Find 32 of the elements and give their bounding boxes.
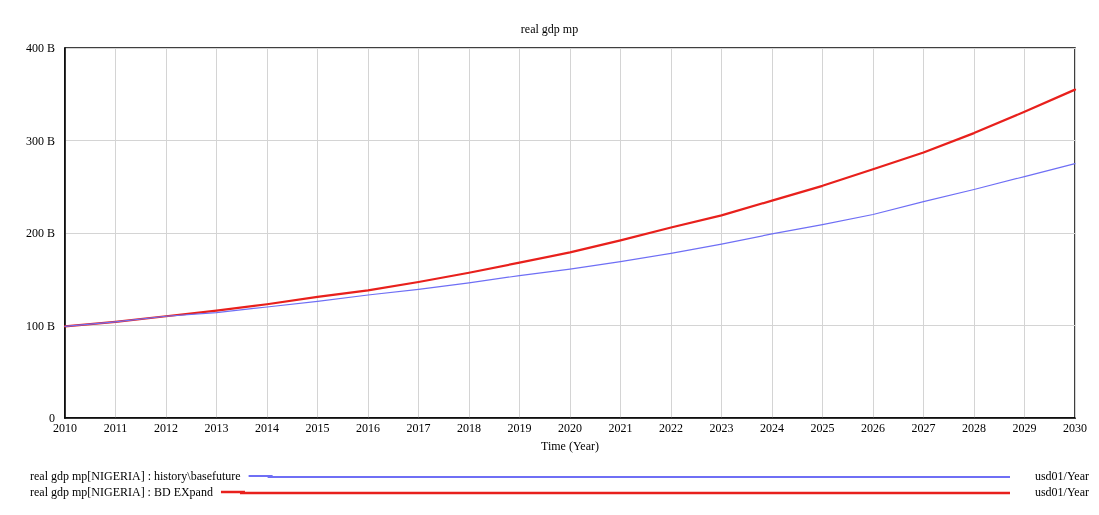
x-tick-label: 2010 xyxy=(53,421,77,435)
x-tick-label: 2011 xyxy=(103,421,128,435)
y-tick-label: 0 xyxy=(49,411,55,425)
y-tick-label: 100 B xyxy=(25,318,55,333)
text: usd01/Year xyxy=(1034,485,1090,499)
x-tick-label: 2020 xyxy=(558,421,582,435)
y-tick-label: 400 B xyxy=(25,41,55,55)
x-tick-label: 2025 xyxy=(810,421,835,435)
x-tick-label: 2018 xyxy=(457,421,481,435)
x-tick-label: 2030 xyxy=(1063,421,1087,435)
x-tick-label: 2013 xyxy=(204,421,229,435)
y-tick-label: 200 B xyxy=(25,226,55,240)
x-tick-label: 2015 xyxy=(305,421,330,435)
legend-label: real gdp mp[NIGERIA] : BD EXpand xyxy=(29,485,213,499)
x-tick-label: 2027 xyxy=(911,421,936,435)
x-tick-label: 2022 xyxy=(659,421,683,435)
x-tick-label: 2017 xyxy=(406,421,431,435)
y-tick-label: 300 B xyxy=(25,133,55,148)
x-tick-label: 2028 xyxy=(962,421,986,435)
x-tick-label: 2026 xyxy=(861,421,885,435)
x-tick-label: 2024 xyxy=(760,421,784,435)
text: usd01/Year xyxy=(1034,469,1090,483)
x-tick-label: 2021 xyxy=(608,421,633,435)
legend-label: real gdp mp[NIGERIA] : history\basefuture xyxy=(30,469,241,483)
x-tick-label: 2023 xyxy=(709,421,734,435)
x-tick-label: 2012 xyxy=(154,421,178,435)
x-tick-label: 2016 xyxy=(356,421,380,435)
x-tick-label: 2019 xyxy=(507,421,532,435)
x-tick-label: 2029 xyxy=(1012,421,1037,435)
chart-title: real gdp mp xyxy=(520,22,579,36)
x-tick-label: 2014 xyxy=(255,421,279,435)
x-axis-title: Time (Year) xyxy=(540,439,600,453)
